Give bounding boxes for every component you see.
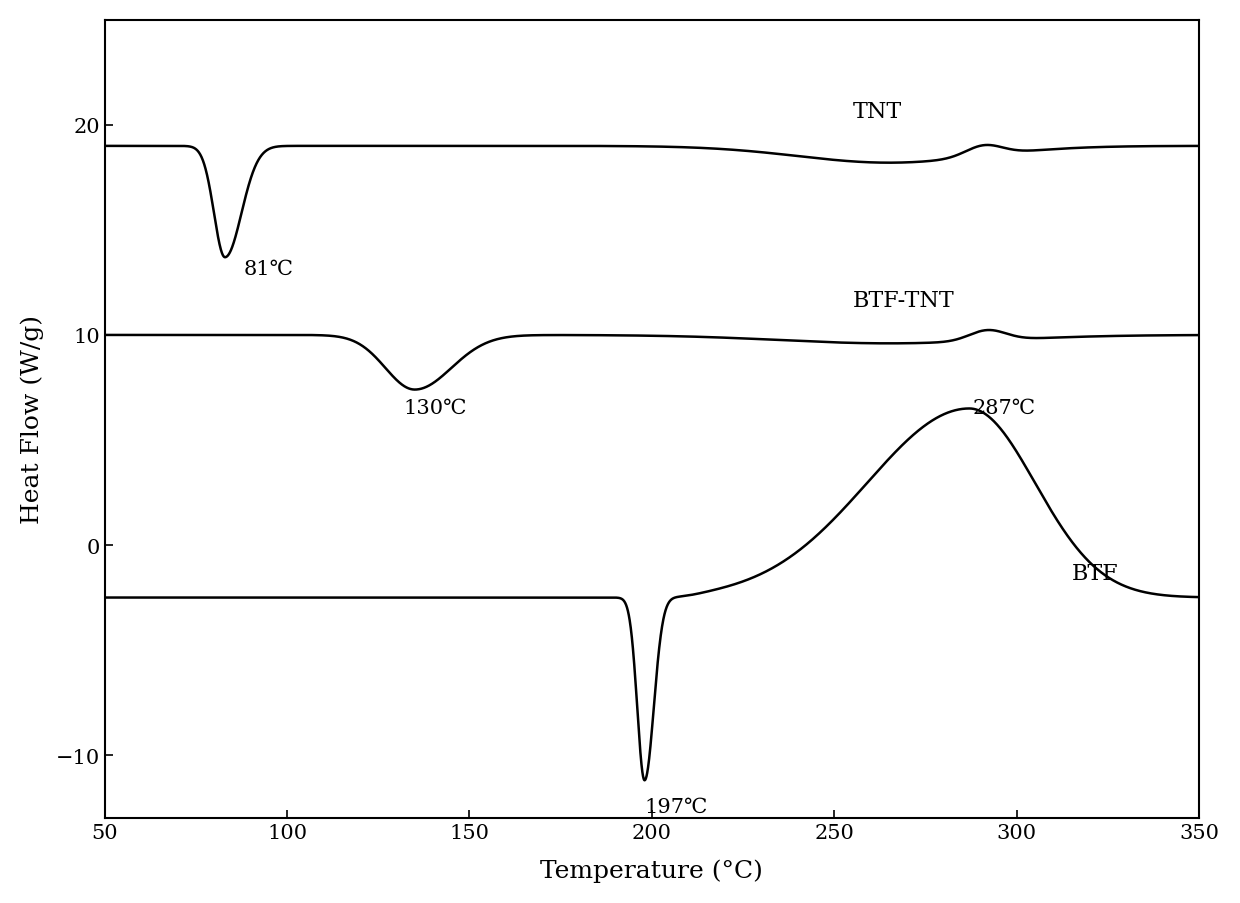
Text: 130℃: 130℃	[404, 398, 467, 417]
Text: BTF: BTF	[1071, 563, 1118, 584]
Text: TNT: TNT	[853, 100, 901, 123]
Text: 197℃: 197℃	[645, 797, 708, 816]
Text: BTF-TNT: BTF-TNT	[853, 289, 955, 312]
X-axis label: Temperature (°C): Temperature (°C)	[541, 859, 764, 882]
Y-axis label: Heat Flow (W/g): Heat Flow (W/g)	[21, 315, 45, 524]
Text: 287℃: 287℃	[973, 398, 1037, 417]
Text: 81℃: 81℃	[243, 260, 293, 279]
